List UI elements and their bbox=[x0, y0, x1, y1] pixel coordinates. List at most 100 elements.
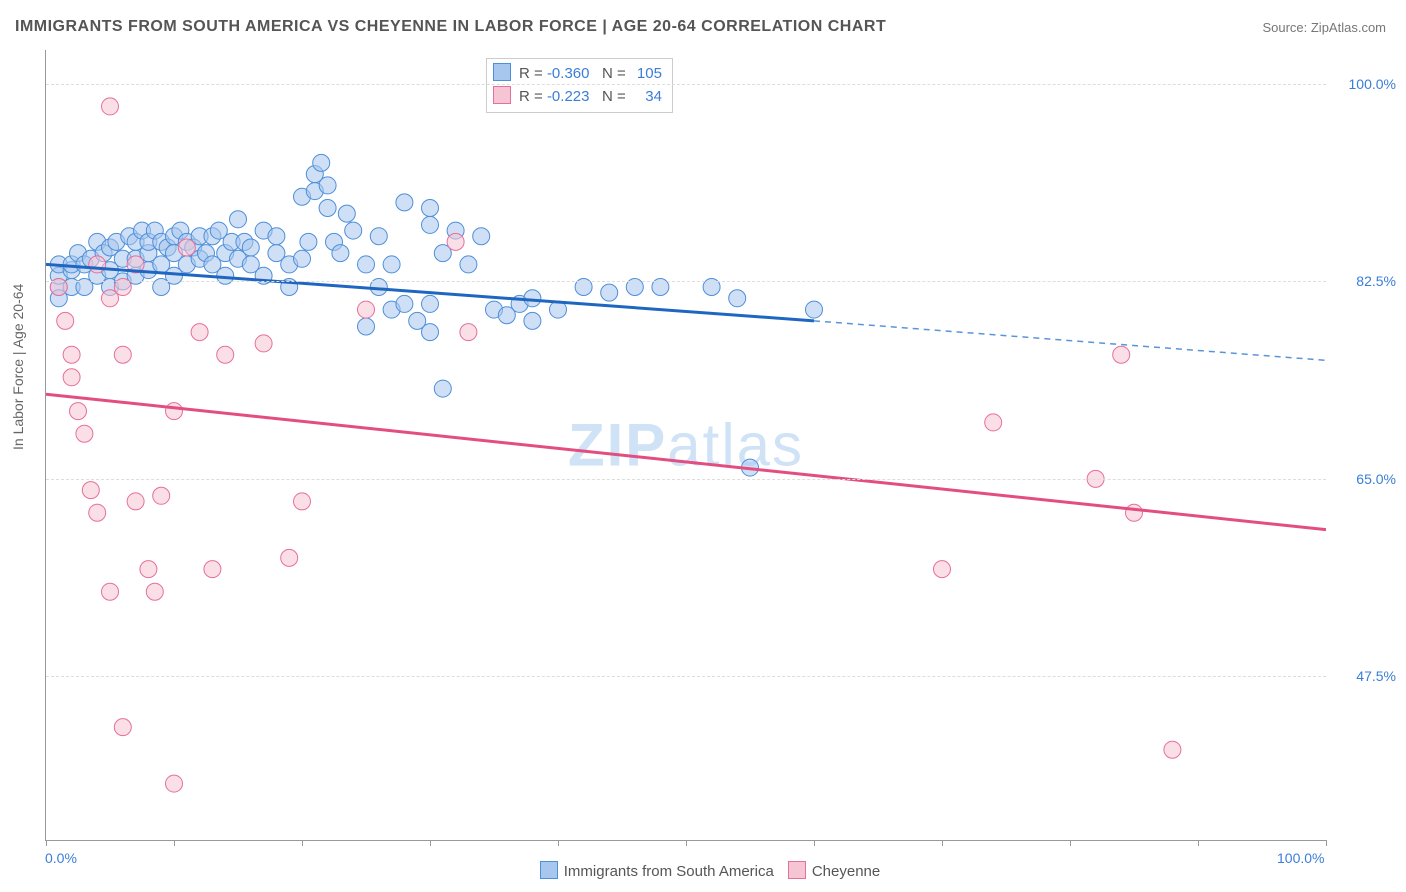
data-point-cheyenne bbox=[102, 583, 119, 600]
data-point-south_america bbox=[422, 200, 439, 217]
gridline bbox=[46, 479, 1326, 480]
x-tick bbox=[814, 840, 815, 846]
y-tick-label: 82.5% bbox=[1356, 273, 1396, 289]
correlation-chart: IMMIGRANTS FROM SOUTH AMERICA VS CHEYENN… bbox=[0, 0, 1406, 892]
data-point-south_america bbox=[729, 290, 746, 307]
data-point-cheyenne bbox=[89, 504, 106, 521]
data-point-cheyenne bbox=[178, 239, 195, 256]
data-point-south_america bbox=[396, 194, 413, 211]
legend-bottom: Immigrants from South America Cheyenne bbox=[0, 861, 1406, 880]
data-point-cheyenne bbox=[140, 561, 157, 578]
gridline bbox=[46, 281, 1326, 282]
data-point-south_america bbox=[524, 312, 541, 329]
data-point-cheyenne bbox=[146, 583, 163, 600]
stats-row-cheyenne: R = -0.223 N = 34 bbox=[493, 86, 662, 109]
data-point-south_america bbox=[473, 228, 490, 245]
x-axis-min-label: 0.0% bbox=[45, 850, 77, 866]
data-point-cheyenne bbox=[166, 403, 183, 420]
data-point-south_america bbox=[319, 177, 336, 194]
legend-label: Immigrants from South America bbox=[564, 863, 774, 880]
data-point-south_america bbox=[422, 295, 439, 312]
stats-legend-box: R = -0.360 N = 105R = -0.223 N = 34 bbox=[486, 58, 673, 113]
data-point-cheyenne bbox=[204, 561, 221, 578]
data-point-cheyenne bbox=[460, 324, 477, 341]
x-tick bbox=[302, 840, 303, 846]
data-point-south_america bbox=[460, 256, 477, 273]
trendline-extrap-south_america bbox=[814, 321, 1326, 361]
data-point-cheyenne bbox=[166, 775, 183, 792]
plot-area: ZIPatlas R = -0.360 N = 105R = -0.223 N … bbox=[45, 50, 1326, 841]
data-point-cheyenne bbox=[358, 301, 375, 318]
data-point-south_america bbox=[370, 228, 387, 245]
data-point-south_america bbox=[338, 205, 355, 222]
data-point-cheyenne bbox=[217, 346, 234, 363]
data-point-cheyenne bbox=[985, 414, 1002, 431]
data-point-south_america bbox=[358, 256, 375, 273]
x-tick bbox=[558, 840, 559, 846]
x-tick bbox=[686, 840, 687, 846]
stats-row-south_america: R = -0.360 N = 105 bbox=[493, 63, 662, 86]
data-point-south_america bbox=[300, 233, 317, 250]
x-tick bbox=[430, 840, 431, 846]
data-point-south_america bbox=[422, 216, 439, 233]
data-point-cheyenne bbox=[82, 482, 99, 499]
x-tick bbox=[942, 840, 943, 846]
data-point-cheyenne bbox=[57, 312, 74, 329]
x-axis-max-label: 100.0% bbox=[1277, 850, 1324, 866]
data-point-cheyenne bbox=[281, 549, 298, 566]
legend-swatch bbox=[540, 861, 558, 879]
x-tick bbox=[1198, 840, 1199, 846]
y-axis-label: In Labor Force | Age 20-64 bbox=[10, 284, 26, 450]
data-point-south_america bbox=[268, 228, 285, 245]
data-point-cheyenne bbox=[127, 493, 144, 510]
data-point-cheyenne bbox=[294, 493, 311, 510]
data-point-south_america bbox=[230, 211, 247, 228]
plot-svg bbox=[46, 50, 1326, 840]
gridline bbox=[46, 676, 1326, 677]
data-point-cheyenne bbox=[1113, 346, 1130, 363]
data-point-cheyenne bbox=[934, 561, 951, 578]
data-point-cheyenne bbox=[63, 369, 80, 386]
y-tick-label: 47.5% bbox=[1356, 668, 1396, 684]
data-point-south_america bbox=[422, 324, 439, 341]
data-point-cheyenne bbox=[447, 233, 464, 250]
chart-title: IMMIGRANTS FROM SOUTH AMERICA VS CHEYENN… bbox=[15, 18, 886, 36]
data-point-cheyenne bbox=[76, 425, 93, 442]
x-tick bbox=[174, 840, 175, 846]
data-point-south_america bbox=[319, 200, 336, 217]
data-point-cheyenne bbox=[255, 335, 272, 352]
data-point-cheyenne bbox=[89, 256, 106, 273]
data-point-cheyenne bbox=[70, 403, 87, 420]
swatch-south_america bbox=[493, 63, 511, 81]
data-point-south_america bbox=[396, 295, 413, 312]
data-point-south_america bbox=[806, 301, 823, 318]
legend-label: Cheyenne bbox=[812, 863, 880, 880]
data-point-south_america bbox=[294, 250, 311, 267]
data-point-south_america bbox=[345, 222, 362, 239]
data-point-south_america bbox=[434, 380, 451, 397]
data-point-south_america bbox=[332, 245, 349, 262]
data-point-cheyenne bbox=[1126, 504, 1143, 521]
data-point-cheyenne bbox=[114, 719, 131, 736]
source-attribution: Source: ZipAtlas.com bbox=[1262, 20, 1386, 35]
data-point-cheyenne bbox=[63, 346, 80, 363]
data-point-south_america bbox=[313, 154, 330, 171]
data-point-cheyenne bbox=[114, 346, 131, 363]
swatch-cheyenne bbox=[493, 86, 511, 104]
x-tick bbox=[1326, 840, 1327, 846]
data-point-cheyenne bbox=[191, 324, 208, 341]
data-point-south_america bbox=[242, 239, 259, 256]
data-point-south_america bbox=[358, 318, 375, 335]
data-point-south_america bbox=[383, 256, 400, 273]
data-point-cheyenne bbox=[102, 98, 119, 115]
y-tick-label: 65.0% bbox=[1356, 471, 1396, 487]
gridline bbox=[46, 84, 1326, 85]
y-tick-label: 100.0% bbox=[1349, 76, 1396, 92]
data-point-cheyenne bbox=[153, 487, 170, 504]
x-tick bbox=[46, 840, 47, 846]
x-tick bbox=[1070, 840, 1071, 846]
legend-swatch bbox=[788, 861, 806, 879]
data-point-cheyenne bbox=[1164, 741, 1181, 758]
data-point-south_america bbox=[601, 284, 618, 301]
trendline-cheyenne bbox=[46, 394, 1326, 529]
